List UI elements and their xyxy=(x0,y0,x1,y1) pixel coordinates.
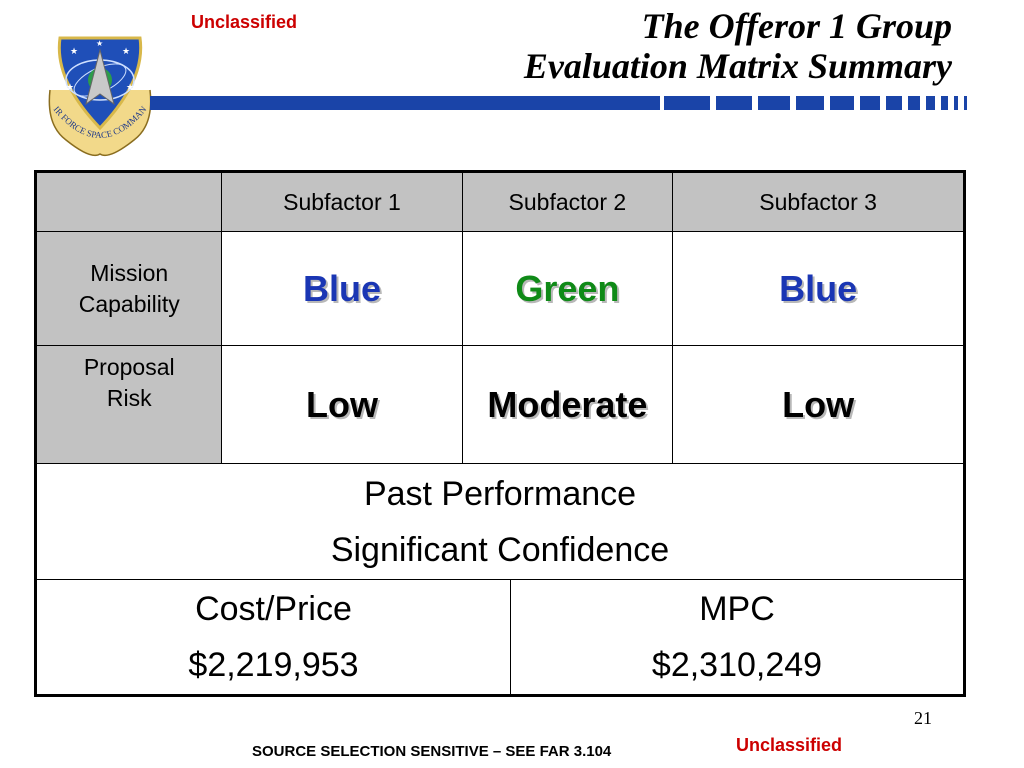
page-title-line1: The Offeror 1 Group xyxy=(641,6,952,46)
header-rule-segment xyxy=(830,96,854,110)
cost-row-cell: Cost/Price $2,219,953 MPC $2,310,249 xyxy=(35,579,965,696)
header-rule-segment xyxy=(716,96,752,110)
row-label-mission-capability: Mission Capability xyxy=(34,231,223,346)
header-rule-segment xyxy=(954,96,958,110)
column-header-subfactor-3: Subfactor 3 xyxy=(672,171,965,232)
rating-risk-subfactor-1: Low xyxy=(221,345,463,464)
row-label-proposal-risk: Proposal Risk xyxy=(34,345,223,464)
svg-text:★: ★ xyxy=(122,47,130,57)
rating-mission-subfactor-1: Blue xyxy=(221,231,463,346)
svg-text:★: ★ xyxy=(66,83,74,93)
page-title-line2: Evaluation Matrix Summary xyxy=(523,46,952,86)
header-rule-segment xyxy=(964,96,967,110)
column-header-subfactor-1: Subfactor 1 xyxy=(221,171,463,232)
header-rule xyxy=(150,96,660,110)
row-label-line: Proposal xyxy=(83,354,175,380)
row-label-line: Risk xyxy=(106,385,152,411)
cost-price-value: $2,219,953 xyxy=(188,646,359,684)
matrix-row-past-performance: Past Performance Significant Confidence xyxy=(35,463,965,580)
column-header-subfactor-2: Subfactor 2 xyxy=(461,171,674,232)
row-label-line: Mission xyxy=(90,259,169,286)
header-rule-segment xyxy=(908,96,920,110)
header-rule-segment xyxy=(886,96,902,110)
row-label-line: Capability xyxy=(78,290,180,317)
page-number: 21 xyxy=(914,708,932,728)
rating-mission-subfactor-2: Green xyxy=(461,231,674,346)
cost-price-label: Cost/Price xyxy=(195,590,352,628)
mpc-cell: MPC $2,310,249 xyxy=(510,580,963,694)
air-force-space-command-logo: ★ ★ ★ ★ ★ AIR FORCE SPACE COMMAND xyxy=(33,22,164,162)
past-performance-label: Past Performance xyxy=(363,474,637,513)
cost-price-cell: Cost/Price $2,219,953 xyxy=(37,580,511,694)
header-rule-segment xyxy=(860,96,880,110)
header-rule-segment xyxy=(796,96,824,110)
source-selection-notice: SOURCE SELECTION SENSITIVE – SEE FAR 3.1… xyxy=(252,743,612,760)
matrix-corner-cell xyxy=(34,171,223,232)
matrix-header-row: Subfactor 1 Subfactor 2 Subfactor 3 xyxy=(34,171,965,232)
rating-risk-subfactor-3: Low xyxy=(672,345,965,464)
svg-text:★: ★ xyxy=(126,83,134,93)
matrix-row-proposal-risk: Proposal Risk Low Moderate Low xyxy=(34,345,965,464)
mpc-label: MPC xyxy=(699,590,775,628)
mpc-value: $2,310,249 xyxy=(651,646,823,684)
header-rule-segment xyxy=(926,96,935,110)
rating-mission-subfactor-3: Blue xyxy=(672,231,965,346)
classification-label-top: Unclassified xyxy=(191,12,298,32)
matrix-row-mission-capability: Mission Capability Blue Green Blue xyxy=(34,231,965,346)
svg-text:★: ★ xyxy=(96,39,103,48)
header-rule-segment xyxy=(758,96,790,110)
svg-text:★: ★ xyxy=(70,47,78,57)
header-rule-segment xyxy=(941,96,948,110)
matrix-row-cost: Cost/Price $2,219,953 MPC $2,310,249 xyxy=(35,579,965,696)
rating-risk-subfactor-2: Moderate xyxy=(461,345,674,464)
past-performance-cell: Past Performance Significant Confidence xyxy=(35,463,965,580)
classification-label-bottom: Unclassified xyxy=(736,735,843,755)
header-rule-segment xyxy=(664,96,710,110)
evaluation-matrix: Subfactor 1 Subfactor 2 Subfactor 3 Miss… xyxy=(34,170,966,697)
past-performance-value: Significant Confidence xyxy=(330,530,670,569)
